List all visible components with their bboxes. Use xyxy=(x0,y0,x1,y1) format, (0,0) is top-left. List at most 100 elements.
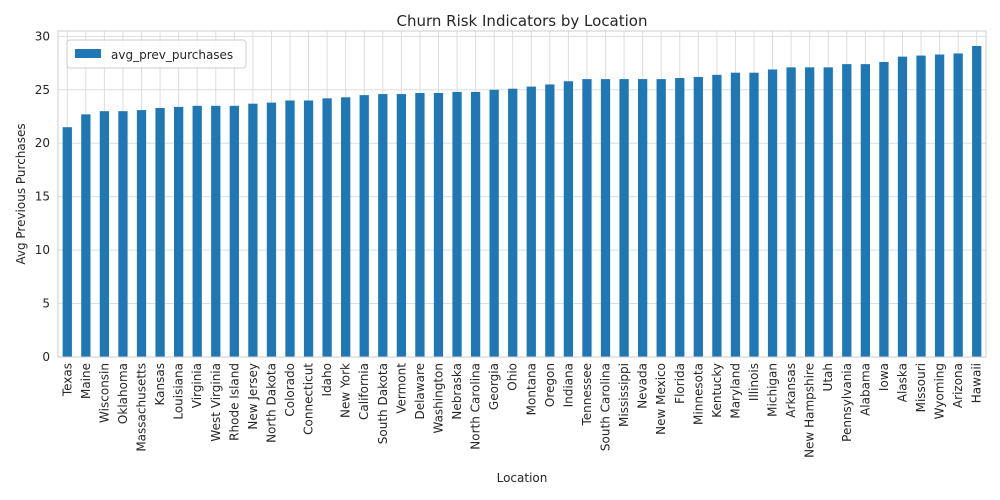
x-tick-label: Vermont xyxy=(394,363,408,414)
bar xyxy=(359,95,369,357)
x-tick-label: Nevada xyxy=(636,363,650,409)
bar xyxy=(934,54,945,357)
bar xyxy=(563,81,574,357)
x-tick-label: New Jersey xyxy=(246,363,260,430)
x-tick-label: Hawaii xyxy=(970,363,984,403)
bar xyxy=(174,106,184,358)
bar xyxy=(396,94,406,358)
bar xyxy=(81,114,91,358)
bar xyxy=(897,56,908,357)
bar xyxy=(730,72,741,358)
y-tick-label: 15 xyxy=(35,190,50,204)
legend-box xyxy=(66,39,247,69)
bar xyxy=(860,64,870,357)
x-tick-label: Oklahoma xyxy=(116,363,130,424)
bar xyxy=(656,79,666,357)
bar xyxy=(378,94,388,358)
bar xyxy=(62,127,72,358)
bar xyxy=(786,67,796,358)
x-tick-label: South Dakota xyxy=(376,363,390,444)
y-tick-label: 30 xyxy=(35,29,50,43)
bar xyxy=(452,91,462,357)
x-tick-label: Florida xyxy=(673,363,687,404)
bar xyxy=(470,91,481,357)
bar xyxy=(916,55,926,357)
bar xyxy=(972,45,982,358)
x-axis-ticks: Texas Maine Wisconsin Oklahoma Massachusetts… xyxy=(60,363,983,458)
x-tick-label: Minnesota xyxy=(691,363,705,425)
x-tick-label: Rhode Island xyxy=(227,363,241,441)
x-tick-label: New Mexico xyxy=(654,363,668,435)
y-axis-label: Avg Previous Purchases xyxy=(14,123,28,264)
x-tick-label: Montana xyxy=(524,363,538,415)
bar xyxy=(842,64,852,357)
x-tick-label: Alaska xyxy=(895,363,909,402)
bar xyxy=(285,100,295,358)
x-tick-label: California xyxy=(357,363,371,420)
bar xyxy=(99,111,110,357)
bar xyxy=(415,92,425,358)
x-tick-label: Colorado xyxy=(283,363,297,417)
x-tick-label: Kentucky xyxy=(710,363,724,418)
bar xyxy=(266,102,277,357)
x-tick-label: Maine xyxy=(79,363,93,399)
x-tick-label: Arizona xyxy=(951,363,965,408)
x-tick-label: Arkansas xyxy=(784,363,798,418)
bar xyxy=(712,74,722,358)
x-tick-label: Illinois xyxy=(747,363,761,401)
bar xyxy=(229,105,239,357)
x-tick-label: Tennessee xyxy=(580,363,594,427)
x-tick-label: Michigan xyxy=(766,363,780,417)
x-tick-label: Virginia xyxy=(190,363,204,408)
legend-swatch xyxy=(75,49,101,58)
bar xyxy=(508,88,518,358)
bar xyxy=(693,76,703,357)
bar xyxy=(118,111,128,357)
x-tick-label: Oregon xyxy=(543,363,557,407)
bar xyxy=(303,100,314,358)
legend-label: avg_prev_purchases xyxy=(111,48,233,62)
x-tick-label: Texas xyxy=(60,363,74,397)
x-tick-label: Mississippi xyxy=(617,363,631,427)
bar xyxy=(619,79,629,357)
bar xyxy=(341,97,351,357)
x-tick-label: South Carolina xyxy=(599,363,613,451)
x-tick-label: Massachusetts xyxy=(135,363,149,452)
x-tick-label: Louisiana xyxy=(172,363,186,420)
bar xyxy=(489,89,499,357)
x-tick-label: Washington xyxy=(431,363,445,434)
x-tick-label: Utah xyxy=(821,363,835,391)
bar xyxy=(600,79,611,357)
bar xyxy=(322,98,332,357)
x-axis-label: Location xyxy=(497,471,548,485)
x-tick-label: West Virginia xyxy=(209,363,223,442)
bar xyxy=(675,78,685,357)
bar xyxy=(211,105,221,357)
bar xyxy=(805,67,815,358)
x-tick-label: Idaho xyxy=(320,363,334,396)
x-tick-label: Missouri xyxy=(914,363,928,412)
bar xyxy=(953,53,963,358)
bar xyxy=(638,79,648,357)
bar xyxy=(582,79,592,357)
y-tick-label: 5 xyxy=(42,297,50,311)
bar xyxy=(545,84,555,357)
x-tick-label: New York xyxy=(339,363,353,418)
chart-title: Churn Risk Indicators by Location xyxy=(396,12,647,30)
bar xyxy=(155,107,165,358)
x-tick-label: Nebraska xyxy=(450,363,464,420)
bar xyxy=(823,67,833,358)
y-tick-label: 10 xyxy=(35,243,50,257)
x-tick-label: Alabama xyxy=(858,363,872,416)
y-tick-label: 25 xyxy=(35,83,50,97)
bar xyxy=(767,69,778,357)
x-tick-label: Connecticut xyxy=(302,363,316,435)
x-tick-label: Wyoming xyxy=(933,363,947,419)
legend: avg_prev_purchases xyxy=(66,39,247,69)
y-tick-label: 0 xyxy=(42,350,50,364)
x-tick-label: Wisconsin xyxy=(97,363,111,423)
x-tick-label: North Carolina xyxy=(469,363,483,450)
bar xyxy=(879,61,889,357)
x-tick-label: Kansas xyxy=(153,363,167,405)
